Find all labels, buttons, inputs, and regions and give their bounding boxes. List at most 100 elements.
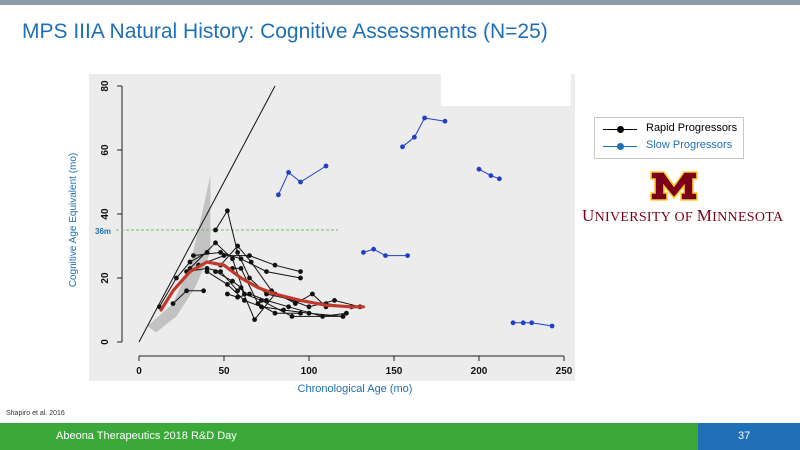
plot-blank-patch bbox=[441, 74, 571, 106]
rapid-progressor-point bbox=[264, 298, 269, 303]
rapid-progressor-point bbox=[247, 253, 252, 258]
rapid-progressor-point bbox=[221, 253, 227, 258]
rapid-progressor-point bbox=[170, 301, 176, 306]
rapid-progressor-point bbox=[264, 269, 269, 274]
confidence-band bbox=[147, 175, 211, 333]
rapid-progressor-point bbox=[298, 269, 303, 274]
legend-label-slow: Slow Progressors bbox=[646, 139, 733, 151]
rapid-progressor-point bbox=[213, 269, 218, 274]
rapid-progressor-point bbox=[340, 314, 346, 319]
fitted-trend-curve bbox=[159, 260, 365, 312]
rapid-progressor-point bbox=[272, 310, 278, 316]
rapid-progressor-point bbox=[332, 298, 337, 303]
rapid-progressor-point bbox=[235, 294, 241, 300]
slow-progressor-line bbox=[402, 117, 446, 148]
rapid-progressor-point bbox=[247, 291, 252, 297]
legend-item-rapid: Rapid Progressors bbox=[595, 122, 743, 138]
plot-background bbox=[89, 74, 575, 381]
slow-progressor-point bbox=[422, 115, 427, 121]
rapid-progressor-point bbox=[306, 304, 312, 310]
slow-progressor-point bbox=[400, 144, 405, 150]
slow-progressor-point bbox=[405, 253, 410, 258]
y-tick-label: 40 bbox=[100, 208, 111, 220]
rapid-progressor-point bbox=[218, 250, 224, 255]
rapid-progressor-line bbox=[158, 251, 208, 308]
footer-text: Abeona Therapeutics 2018 R&D Day bbox=[56, 430, 237, 442]
legend-dot-rapid bbox=[617, 126, 624, 133]
slow-progressor-point bbox=[497, 176, 502, 182]
y-tick-label: 80 bbox=[100, 80, 111, 92]
x-tick-label: 50 bbox=[218, 366, 230, 377]
slow-progressor-point bbox=[286, 170, 291, 175]
rapid-progressor-point bbox=[191, 253, 196, 258]
rapid-progressor-point bbox=[298, 275, 303, 281]
slow-progressor-point bbox=[529, 320, 535, 326]
rapid-progressor-point bbox=[204, 269, 210, 274]
rapid-progressor-point bbox=[286, 304, 291, 310]
rapid-progressor-point bbox=[272, 262, 278, 268]
slow-progressor-point bbox=[323, 163, 329, 169]
rapid-progressor-point bbox=[235, 250, 241, 255]
slow-progressor-line bbox=[363, 248, 408, 257]
rapid-progressor-point bbox=[230, 256, 235, 262]
chart-legend: Rapid Progressors Slow Progressors bbox=[594, 117, 744, 159]
rapid-progressor-point bbox=[344, 310, 349, 316]
rapid-progressor-point bbox=[235, 288, 241, 294]
rapid-progressor-point bbox=[235, 243, 241, 249]
rapid-progressor-point bbox=[293, 301, 298, 306]
slow-progressor-point bbox=[510, 320, 516, 326]
x-tick-label: 0 bbox=[136, 366, 142, 377]
x-tick-label: 100 bbox=[301, 366, 318, 377]
rapid-progressor-point bbox=[252, 317, 257, 322]
rapid-progressor-point bbox=[218, 269, 224, 274]
rapid-progressor-point bbox=[310, 291, 315, 297]
slow-progressor-point bbox=[442, 118, 448, 124]
rapid-progressor-point bbox=[289, 314, 295, 319]
rapid-progressor-point bbox=[213, 227, 218, 233]
legend-label-rapid: Rapid Progressors bbox=[646, 122, 738, 134]
umn-wordmark: UNIVERSITY OF MINNESOTA bbox=[582, 206, 784, 225]
slow-progressor-point bbox=[549, 323, 555, 329]
page-number: 37 bbox=[738, 430, 751, 442]
x-tick-label: 150 bbox=[386, 366, 403, 377]
slow-progressor-point bbox=[371, 246, 376, 252]
citation: Shapiro et al. 2016 bbox=[6, 410, 65, 417]
y-tick-label: 0 bbox=[100, 339, 111, 345]
x-axis-label: Chronological Age (mo) bbox=[298, 383, 413, 395]
umn-block-m-logo bbox=[650, 171, 698, 201]
rapid-progressor-point bbox=[174, 275, 179, 281]
rapid-progressor-point bbox=[248, 259, 254, 265]
legend-dot-slow bbox=[617, 143, 624, 150]
slow-progressor-point bbox=[276, 192, 281, 198]
top-border bbox=[0, 0, 800, 5]
rapid-progressor-point bbox=[238, 285, 244, 290]
rapid-progressor-point bbox=[225, 282, 230, 287]
slow-progressor-line bbox=[513, 322, 553, 327]
slow-progressor-point bbox=[361, 250, 366, 255]
rapid-progressor-point bbox=[201, 288, 207, 294]
slow-progressor-point bbox=[412, 134, 417, 140]
rapid-progressor-point bbox=[259, 304, 264, 310]
y-tick-label: 20 bbox=[100, 272, 111, 284]
rapid-progressor-point bbox=[281, 307, 286, 313]
footer-bar: Abeona Therapeutics 2018 R&D Day 37 bbox=[0, 423, 800, 450]
slide-title: MPS IIIA Natural History: Cognitive Asse… bbox=[22, 20, 548, 43]
rapid-progressor-point bbox=[298, 310, 303, 316]
rapid-progressor-point bbox=[320, 314, 325, 319]
slow-progressor-point bbox=[488, 173, 494, 179]
slow-progressor-point bbox=[298, 179, 303, 185]
rapid-progressor-point bbox=[230, 278, 235, 284]
y-tick-label: 60 bbox=[100, 144, 111, 156]
rapid-progressor-point bbox=[184, 288, 190, 294]
slow-progressor-point bbox=[520, 320, 526, 326]
slow-progressor-point bbox=[476, 166, 482, 172]
x-tick-label: 250 bbox=[556, 366, 573, 377]
identity-line bbox=[138, 85, 276, 343]
rapid-progressor-point bbox=[225, 208, 230, 214]
rapid-progressor-point bbox=[213, 240, 218, 246]
reference-36m-label: 36m bbox=[95, 227, 111, 236]
slow-progressor-point bbox=[383, 253, 388, 258]
legend-item-slow: Slow Progressors bbox=[595, 139, 743, 155]
